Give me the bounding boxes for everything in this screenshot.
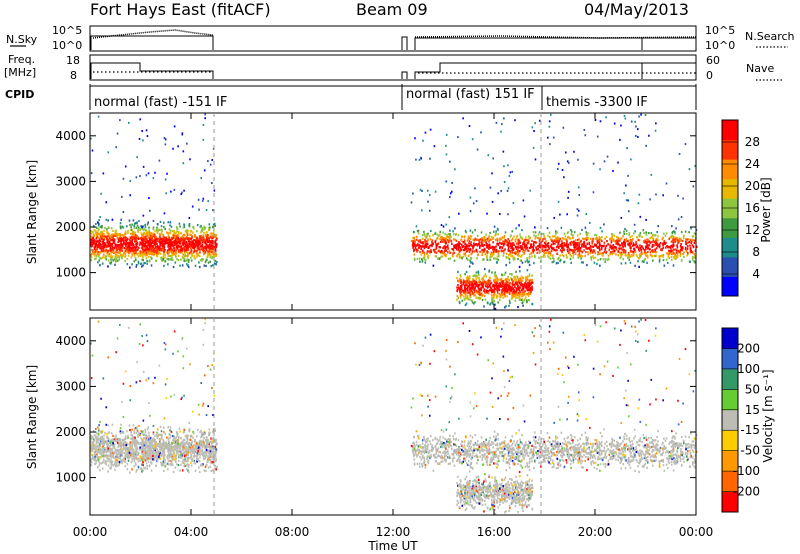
range-tick-label: 4000: [55, 334, 86, 348]
time-tick-label: 00:00: [73, 525, 108, 539]
colorbar-swatch: [722, 276, 738, 297]
velocity-ylabel: Slant Range [km]: [25, 365, 39, 469]
colorbar-tick-label: 50: [745, 382, 760, 396]
nsearch-label: N.Search: [745, 30, 795, 43]
velocity-echoes: [90, 318, 698, 516]
time-tick-label: 04:00: [174, 525, 209, 539]
cpid-row: CPID normal (fast) -151 IF normal (fast)…: [5, 84, 697, 110]
colorbar-swatch: [722, 217, 738, 238]
nsky-panel: N.Sky 10^5 10^0 10^5 10^0 N.Search: [6, 24, 795, 52]
nave-label: Nave: [746, 62, 774, 75]
colorbar-tick-label: 100: [737, 362, 760, 376]
colorbar-tick-label: -15: [740, 423, 760, 437]
colorbar-swatch: [722, 159, 738, 180]
colorbar-tick-label: 16: [745, 201, 760, 215]
colorbar-swatch: [722, 237, 738, 258]
colorbar-swatch: [722, 348, 738, 370]
colorbar-swatch: [722, 409, 738, 431]
velocity-colorbar: 200 100 50 15 -15 -50 -100 -200: [721, 327, 760, 513]
power-ylabel: Slant Range [km]: [25, 160, 39, 264]
range-tick-label: 3000: [55, 379, 86, 393]
beam-label: Beam 09: [356, 0, 428, 19]
freq-unit-label: [MHz]: [4, 66, 36, 79]
power-colorbar: 28 24 20 16 12 8 4: [721, 119, 760, 297]
figure-title: Fort Hays East (fitACF): [90, 0, 271, 19]
range-tick-label: 4000: [55, 129, 86, 143]
velocity-panel: 1000 2000 3000 4000 Slant Range [km]: [25, 317, 698, 516]
colorbar-tick-label: 28: [745, 135, 760, 149]
colorbar-tick-label: -200: [733, 485, 760, 499]
range-tick-label: 2000: [55, 425, 86, 439]
range-tick-label: 1000: [55, 266, 86, 280]
nave-tick-low: 0: [706, 69, 713, 82]
cpid-segment-3: themis -3300 IF: [546, 95, 648, 110]
freq-tick-high: 18: [66, 54, 80, 67]
cpid-label: CPID: [5, 88, 34, 101]
date-label: 04/May/2013: [584, 0, 689, 19]
power-colorbar-label: Power [dB]: [759, 177, 773, 242]
colorbar-swatch: [722, 139, 738, 160]
nsearch-tick-high: 10^5: [705, 24, 735, 37]
colorbar-swatch: [722, 491, 738, 513]
colorbar-swatch: [722, 389, 738, 411]
power-panel: 1000 2000 3000 4000 Slant Range [km]: [25, 112, 698, 311]
time-axis: 00:00 04:00 08:00 12:00 16:00 20:00 00:00: [73, 113, 714, 539]
colorbar-swatch: [722, 430, 738, 452]
colorbar-swatch: [722, 471, 738, 493]
colorbar-tick-label: 20: [745, 179, 760, 193]
nsky-label: N.Sky: [6, 33, 38, 46]
colorbar-swatch: [722, 178, 738, 199]
cpid-segment-1: normal (fast) -151 IF: [94, 95, 227, 110]
range-tick-label: 2000: [55, 220, 86, 234]
nsearch-tick-low: 10^0: [705, 39, 735, 52]
power-echoes: [90, 113, 698, 311]
colorbar-tick-label: 4: [752, 267, 760, 281]
colorbar-tick-label: 15: [745, 403, 760, 417]
colorbar-tick-label: 200: [737, 341, 760, 355]
range-tick-label: 3000: [55, 174, 86, 188]
colorbar-swatch: [722, 450, 738, 472]
colorbar-swatch: [722, 256, 738, 277]
colorbar-tick-label: -100: [733, 464, 760, 478]
colorbar-tick-label: -50: [740, 444, 760, 458]
colorbar-tick-label: 8: [752, 245, 760, 259]
time-axis-label: Time UT: [367, 539, 418, 553]
time-tick-label: 16:00: [477, 525, 512, 539]
velocity-colorbar-label: Velocity [m s⁻¹]: [761, 369, 775, 462]
time-tick-label: 00:00: [679, 525, 714, 539]
freq-tick-low: 8: [70, 69, 77, 82]
nave-tick-high: 60: [706, 54, 720, 67]
colorbar-tick-label: 12: [745, 223, 760, 237]
range-tick-label: 1000: [55, 471, 86, 485]
colorbar-swatch: [722, 328, 738, 349]
nsky-tick-low: 10^0: [52, 39, 82, 52]
time-tick-label: 20:00: [578, 525, 613, 539]
colorbar-swatch: [722, 120, 738, 141]
colorbar-tick-label: 24: [745, 157, 760, 171]
time-tick-label: 08:00: [275, 525, 310, 539]
time-tick-label: 12:00: [376, 525, 411, 539]
nsky-tick-high: 10^5: [52, 24, 82, 37]
freq-panel: Freq. [MHz] 18 8 60 0 Nave: [4, 53, 782, 82]
cpid-segment-2: normal (fast) 151 IF: [406, 87, 535, 102]
colorbar-swatch: [722, 368, 738, 390]
freq-label: Freq.: [8, 53, 35, 66]
